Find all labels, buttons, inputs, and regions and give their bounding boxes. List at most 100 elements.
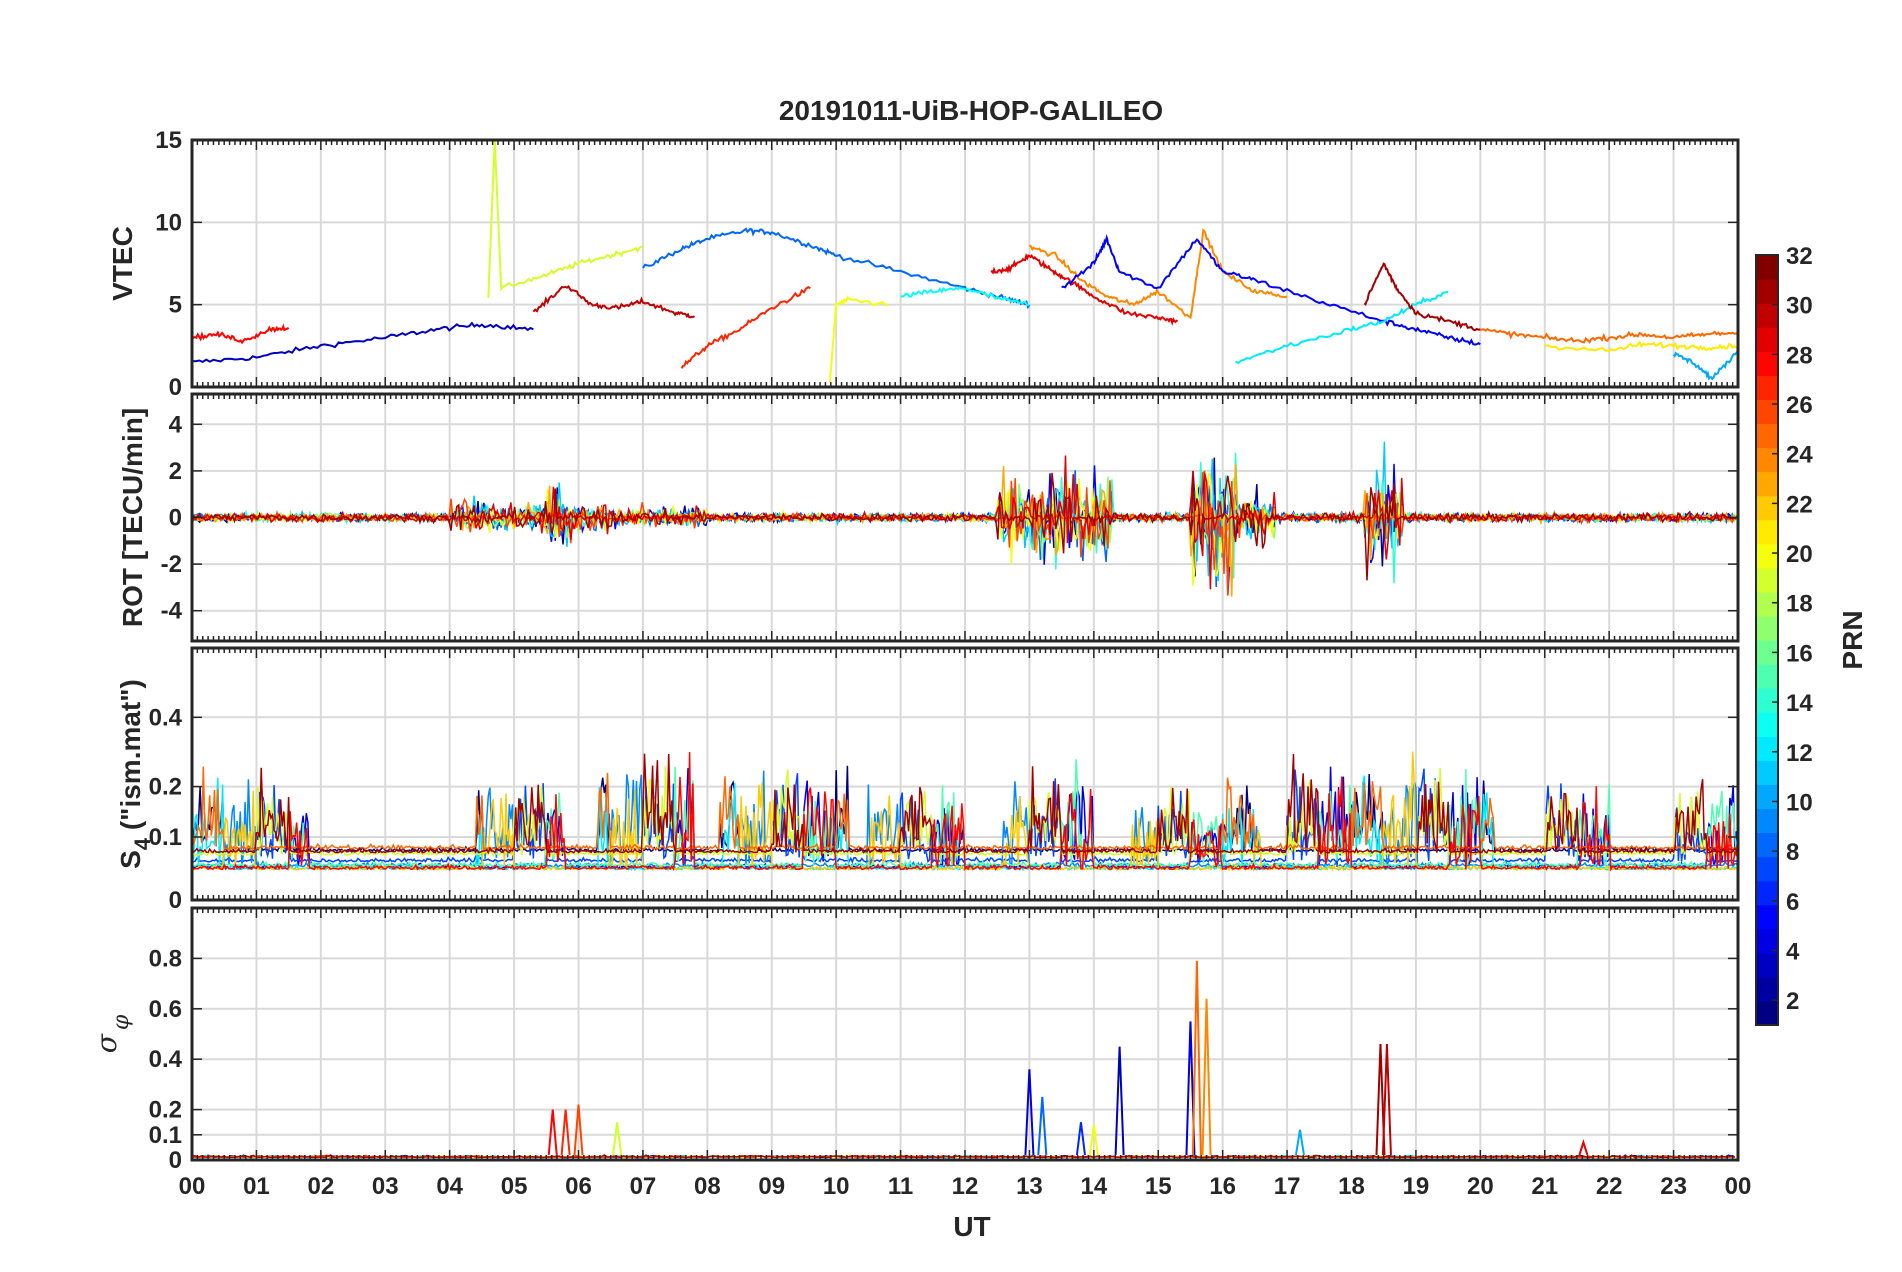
colorbar-segment: [1756, 640, 1778, 665]
x-tick-label: 22: [1596, 1173, 1623, 1200]
colorbar-tick-label: 8: [1786, 839, 1799, 866]
colorbar-segment: [1756, 736, 1778, 761]
vtec-series-prn-3: [192, 321, 534, 364]
y-tick-label: 0: [169, 505, 182, 532]
colorbar-tick-label: 2: [1786, 988, 1799, 1015]
sigma-spike-prn-30: [1381, 1044, 1392, 1155]
colorbar-tick-label: 24: [1786, 442, 1813, 469]
x-tick-label: 19: [1403, 1173, 1430, 1200]
colorbar-tick-label: 6: [1786, 889, 1799, 916]
y-tick-label: -4: [161, 598, 183, 625]
colorbar-label: PRN: [1837, 610, 1868, 669]
colorbar-segment: [1756, 447, 1778, 473]
y-tick-label: 4: [169, 411, 183, 438]
colorbar-segment: [1756, 760, 1778, 785]
sigma-spike-prn-29: [1578, 1139, 1589, 1156]
panel-sigma_phi-x-ticks: [191, 908, 1739, 1160]
sigma-spike-prn-4: [1024, 1069, 1035, 1156]
x-tick-label: 00: [1725, 1173, 1752, 1200]
colorbar-tick-label: 4: [1786, 938, 1800, 965]
vtec-series-prn-31: [1363, 262, 1481, 332]
vtec-series-prn-5: [1061, 233, 1481, 346]
x-tick-label: 13: [1016, 1173, 1043, 1200]
x-tick-label: 18: [1338, 1173, 1365, 1200]
panel-vtec-x-ticks: [191, 140, 1739, 387]
sigma-spike-prn-25: [1191, 960, 1202, 1155]
x-tick-label: 12: [952, 1173, 979, 1200]
sigma-spike-prn-19: [612, 1122, 623, 1156]
x-tick-label: 21: [1531, 1173, 1558, 1200]
x-tick-label: 08: [694, 1173, 721, 1200]
panel-sigma_phi: 00.10.2 0.4 0.6 0.8 σφ: [90, 906, 1740, 1174]
sigma-spike-prn-24: [1201, 998, 1212, 1155]
x-axis-tick-labels: 00 01 02 03 04 05 06 07 08 09 10 11 12 13 14 15 16 17 18 19…: [179, 1173, 1752, 1200]
colorbar-segment: [1756, 423, 1778, 449]
colorbar-frame: [1755, 254, 1779, 1026]
vtec-series-prn-13: [900, 286, 1030, 306]
y-axis-label-sigma-phi: σφ: [90, 1014, 134, 1053]
colorbar-segment: [1756, 928, 1778, 954]
y-axis-label-rot: ROT [TECU/min]: [117, 408, 148, 627]
x-axis-label: UT: [953, 1211, 990, 1242]
panel-vtec: 0 5 10 15 VTEC: [107, 127, 1740, 401]
colorbar-segment: [1756, 351, 1778, 376]
sigma-spike-prn-26: [573, 1104, 584, 1156]
y-tick-label: 0.1: [149, 824, 182, 851]
colorbar-segment: [1756, 784, 1778, 810]
y-tick-label: 5: [169, 292, 182, 319]
colorbar-segment: [1756, 399, 1778, 425]
sigma-spike-prn-20: [1088, 1124, 1099, 1156]
sigma-spike-prn-6: [1075, 1122, 1086, 1156]
colorbar-segment: [1756, 904, 1778, 930]
y-tick-label: 0.1: [149, 1122, 182, 1149]
vtec-series-prn-25: [1479, 327, 1738, 344]
x-tick-label: 03: [372, 1173, 399, 1200]
y-axis-label-s4: S4 ("ism.mat"): [115, 679, 155, 869]
colorbar-segment: [1756, 255, 1778, 280]
colorbar-tick-label: 14: [1786, 690, 1813, 717]
panel-rot-x-ticks: [191, 394, 1739, 641]
colorbar-segment: [1756, 327, 1778, 352]
colorbar-segment: [1756, 952, 1778, 978]
y-tick-label: 0.2: [149, 774, 182, 801]
sigma-spike-prn-10: [1294, 1129, 1305, 1156]
y-tick-label: 15: [155, 127, 182, 154]
colorbar-segment: [1756, 880, 1778, 906]
y-tick-label: 0: [169, 887, 182, 914]
vtec-series-prn-12: [1235, 290, 1449, 365]
y-tick-label: 0.8: [149, 945, 182, 972]
sigma-spike-prn-8: [1037, 1096, 1048, 1156]
colorbar-segment: [1756, 495, 1778, 521]
y-tick-label: 0: [169, 1147, 182, 1174]
colorbar-segment: [1756, 543, 1778, 569]
x-tick-label: 11: [888, 1173, 913, 1200]
y-tick-label: 0.4: [149, 704, 183, 731]
colorbar-tick-label: 26: [1786, 392, 1813, 419]
s4-series-prn-28: [192, 752, 1738, 872]
colorbar-segment: [1756, 303, 1778, 328]
sigma-spike-prn-28: [547, 1109, 558, 1156]
vtec-series-prn-30: [532, 285, 696, 319]
colorbar-tick-label: 22: [1786, 491, 1813, 518]
x-tick-label: 01: [243, 1173, 270, 1200]
y-tick-label: 10: [155, 209, 182, 236]
vtec-series-prn-19: [487, 140, 644, 298]
colorbar-segment: [1756, 279, 1778, 304]
x-tick-label: 14: [1080, 1173, 1107, 1200]
colorbar-segment: [1756, 856, 1778, 882]
vtec-series-prn-29: [990, 253, 1178, 326]
s4-series-prn-31: [192, 753, 1738, 855]
y-tick-label: 2: [169, 458, 182, 485]
vtec-series-prn-10: [1672, 350, 1738, 381]
vtec-series-prn-21: [1544, 340, 1738, 353]
sigma-spike-prn-31: [1375, 1044, 1386, 1155]
panel-s4-series: [192, 751, 1738, 872]
panel-s4: 0 0.1 0.2 0.4S4 ("ism.mat"): [115, 646, 1740, 914]
y-axis-label-vtec: VTEC: [107, 226, 138, 301]
panel-rot-y-tick-labels: -4 -2 0 2 4: [161, 411, 1738, 625]
x-tick-label: 15: [1145, 1173, 1172, 1200]
panel-sigma_phi-grid: [192, 908, 1738, 1160]
x-tick-label: 04: [436, 1173, 463, 1200]
